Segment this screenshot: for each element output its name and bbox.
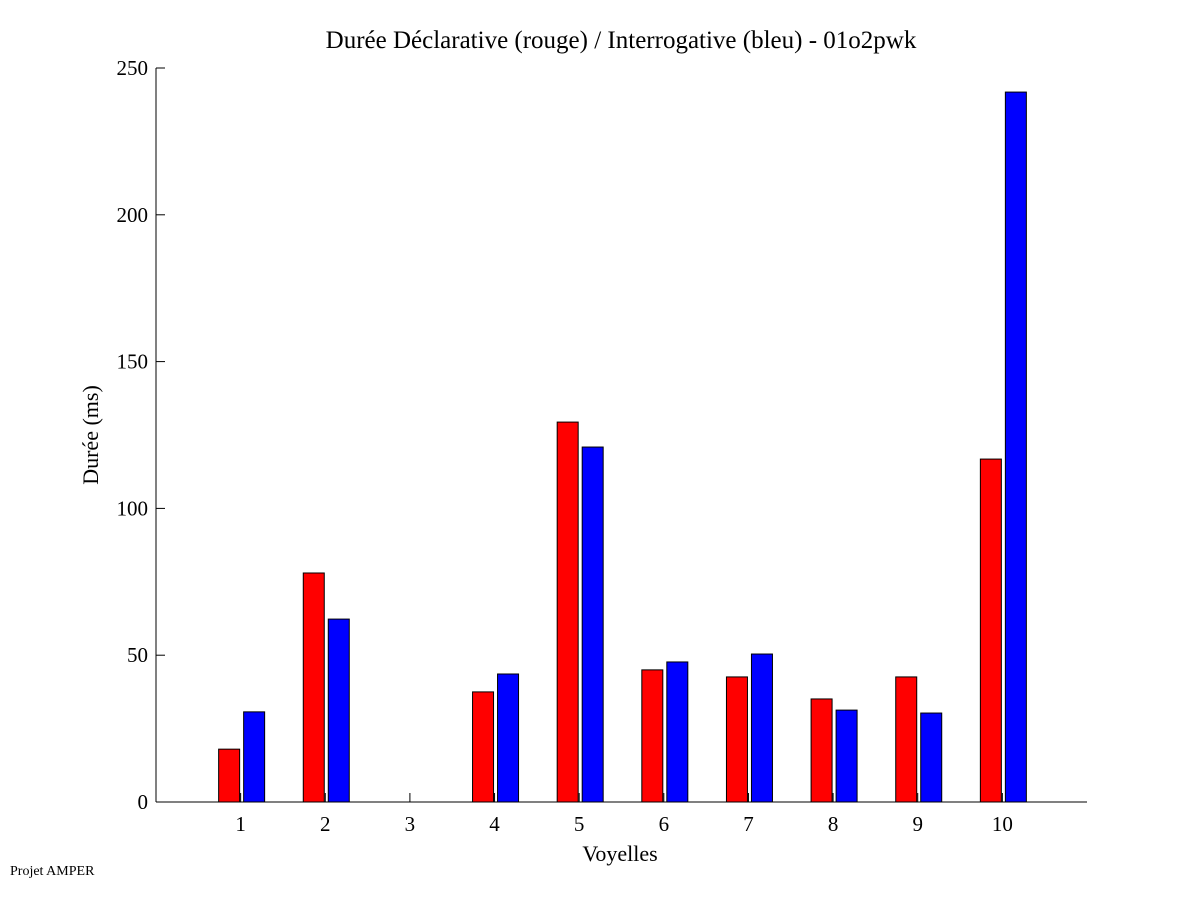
chart-title: Durée Déclarative (rouge) / Interrogativ… <box>326 27 917 54</box>
footer-credit: Projet AMPER <box>10 864 95 879</box>
bar-interrogative <box>666 661 689 803</box>
x-axis-label: Voyelles <box>582 841 657 866</box>
bar-declarative <box>302 572 325 803</box>
y-tick-label: 100 <box>117 496 149 520</box>
bar-declarative <box>218 748 241 803</box>
x-tick-label: 10 <box>992 812 1013 836</box>
y-tick-label: 50 <box>127 643 148 667</box>
x-tick-label: 9 <box>912 812 923 836</box>
x-tick-label: 6 <box>659 812 670 836</box>
bar-declarative <box>895 676 918 803</box>
bar-interrogative <box>835 709 858 803</box>
bar-interrogative <box>497 673 520 803</box>
bar-declarative <box>979 458 1002 803</box>
y-tick-label: 200 <box>117 203 149 227</box>
y-axis-label: Durée (ms) <box>78 385 103 485</box>
bar-interrogative <box>750 653 773 803</box>
bar-declarative <box>725 676 748 803</box>
x-tick-label: 1 <box>235 812 246 836</box>
bar-declarative <box>556 421 579 803</box>
bar-declarative <box>472 691 495 803</box>
bar-interrogative <box>920 712 943 803</box>
bar-interrogative <box>581 446 604 803</box>
y-tick-label: 250 <box>117 56 149 80</box>
y-tick-label: 0 <box>138 790 149 814</box>
x-tick-label: 3 <box>405 812 416 836</box>
x-tick-label: 8 <box>828 812 839 836</box>
bar-interrogative <box>243 711 266 803</box>
bar-declarative <box>810 698 833 803</box>
bar-interrogative <box>1004 91 1027 803</box>
x-tick-label: 7 <box>743 812 754 836</box>
y-tick-label: 150 <box>117 350 149 374</box>
x-tick-label: 5 <box>574 812 585 836</box>
bar-interrogative <box>327 618 350 803</box>
bar-declarative <box>641 669 664 803</box>
x-tick-label: 2 <box>320 812 331 836</box>
x-tick-label: 4 <box>489 812 500 836</box>
